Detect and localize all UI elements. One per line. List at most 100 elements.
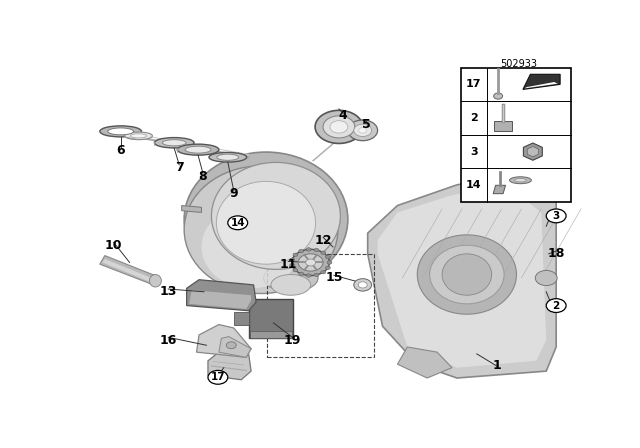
Polygon shape: [494, 121, 512, 131]
Ellipse shape: [209, 152, 246, 162]
Text: 19: 19: [284, 334, 301, 347]
Ellipse shape: [271, 275, 310, 295]
Ellipse shape: [177, 144, 219, 155]
Ellipse shape: [185, 146, 211, 153]
Circle shape: [325, 266, 330, 270]
Polygon shape: [523, 74, 560, 90]
Text: 2: 2: [552, 301, 560, 310]
Circle shape: [228, 216, 248, 230]
Polygon shape: [378, 185, 547, 368]
Ellipse shape: [202, 206, 301, 289]
Text: 16: 16: [159, 334, 177, 347]
Polygon shape: [524, 143, 542, 160]
Ellipse shape: [515, 178, 527, 182]
Text: 8: 8: [198, 170, 207, 183]
Polygon shape: [182, 206, 202, 212]
Circle shape: [306, 274, 311, 277]
Text: 6: 6: [116, 144, 125, 157]
Ellipse shape: [354, 124, 372, 137]
Ellipse shape: [125, 132, 152, 140]
Circle shape: [290, 258, 294, 262]
Ellipse shape: [163, 140, 186, 146]
Text: 4: 4: [339, 109, 348, 122]
Polygon shape: [249, 299, 293, 338]
Circle shape: [321, 271, 326, 274]
Text: 3: 3: [470, 146, 477, 157]
Text: 10: 10: [105, 239, 122, 252]
Ellipse shape: [216, 181, 316, 264]
Ellipse shape: [442, 254, 492, 295]
Circle shape: [306, 248, 311, 251]
Ellipse shape: [323, 116, 355, 138]
Polygon shape: [527, 146, 538, 157]
Circle shape: [208, 370, 228, 384]
Ellipse shape: [509, 177, 531, 184]
Polygon shape: [100, 255, 157, 285]
Circle shape: [293, 253, 298, 257]
Circle shape: [547, 209, 566, 223]
Ellipse shape: [211, 163, 340, 269]
Text: 18: 18: [547, 247, 565, 260]
Circle shape: [290, 263, 294, 267]
Ellipse shape: [150, 275, 161, 287]
Text: 5: 5: [362, 118, 371, 131]
Polygon shape: [208, 352, 251, 380]
Ellipse shape: [429, 245, 504, 304]
Ellipse shape: [330, 121, 348, 133]
Text: 12: 12: [314, 233, 332, 246]
Polygon shape: [219, 336, 251, 358]
Circle shape: [314, 248, 319, 252]
Ellipse shape: [264, 264, 318, 292]
Bar: [461, 68, 571, 202]
Ellipse shape: [131, 134, 147, 138]
Ellipse shape: [358, 282, 367, 288]
Polygon shape: [524, 82, 557, 88]
Polygon shape: [397, 347, 452, 378]
Circle shape: [547, 299, 566, 313]
Ellipse shape: [535, 271, 557, 285]
Ellipse shape: [354, 279, 372, 291]
Polygon shape: [187, 280, 256, 311]
Ellipse shape: [217, 154, 239, 160]
Circle shape: [227, 342, 236, 349]
Text: 13: 13: [159, 285, 177, 298]
Ellipse shape: [184, 152, 348, 287]
Text: 1: 1: [492, 359, 501, 372]
Text: 15: 15: [325, 271, 342, 284]
Circle shape: [325, 255, 330, 259]
Polygon shape: [493, 185, 506, 194]
Polygon shape: [189, 290, 251, 309]
Ellipse shape: [100, 126, 141, 137]
Polygon shape: [196, 324, 251, 358]
Circle shape: [299, 250, 304, 253]
Circle shape: [321, 251, 326, 254]
Circle shape: [314, 273, 319, 277]
Text: 3: 3: [552, 211, 560, 221]
Bar: [268, 254, 374, 358]
Circle shape: [299, 272, 304, 276]
Ellipse shape: [315, 110, 363, 143]
Circle shape: [292, 250, 330, 276]
Polygon shape: [102, 259, 156, 283]
Text: 17: 17: [466, 79, 481, 89]
Circle shape: [293, 268, 298, 272]
Circle shape: [327, 261, 332, 264]
Ellipse shape: [108, 128, 134, 135]
Text: 502933: 502933: [500, 59, 538, 69]
Ellipse shape: [154, 138, 194, 148]
Ellipse shape: [348, 120, 378, 141]
Polygon shape: [250, 332, 292, 338]
Ellipse shape: [417, 235, 516, 314]
Polygon shape: [367, 174, 556, 378]
Circle shape: [306, 259, 316, 266]
Text: 14: 14: [466, 180, 482, 190]
Text: 17: 17: [211, 372, 225, 382]
Text: 7: 7: [175, 161, 184, 174]
Ellipse shape: [359, 128, 367, 133]
Text: 2: 2: [470, 113, 477, 123]
Ellipse shape: [184, 166, 338, 293]
Text: 9: 9: [230, 187, 238, 200]
Text: 14: 14: [230, 218, 245, 228]
Circle shape: [298, 254, 323, 271]
Text: 11: 11: [280, 258, 297, 271]
